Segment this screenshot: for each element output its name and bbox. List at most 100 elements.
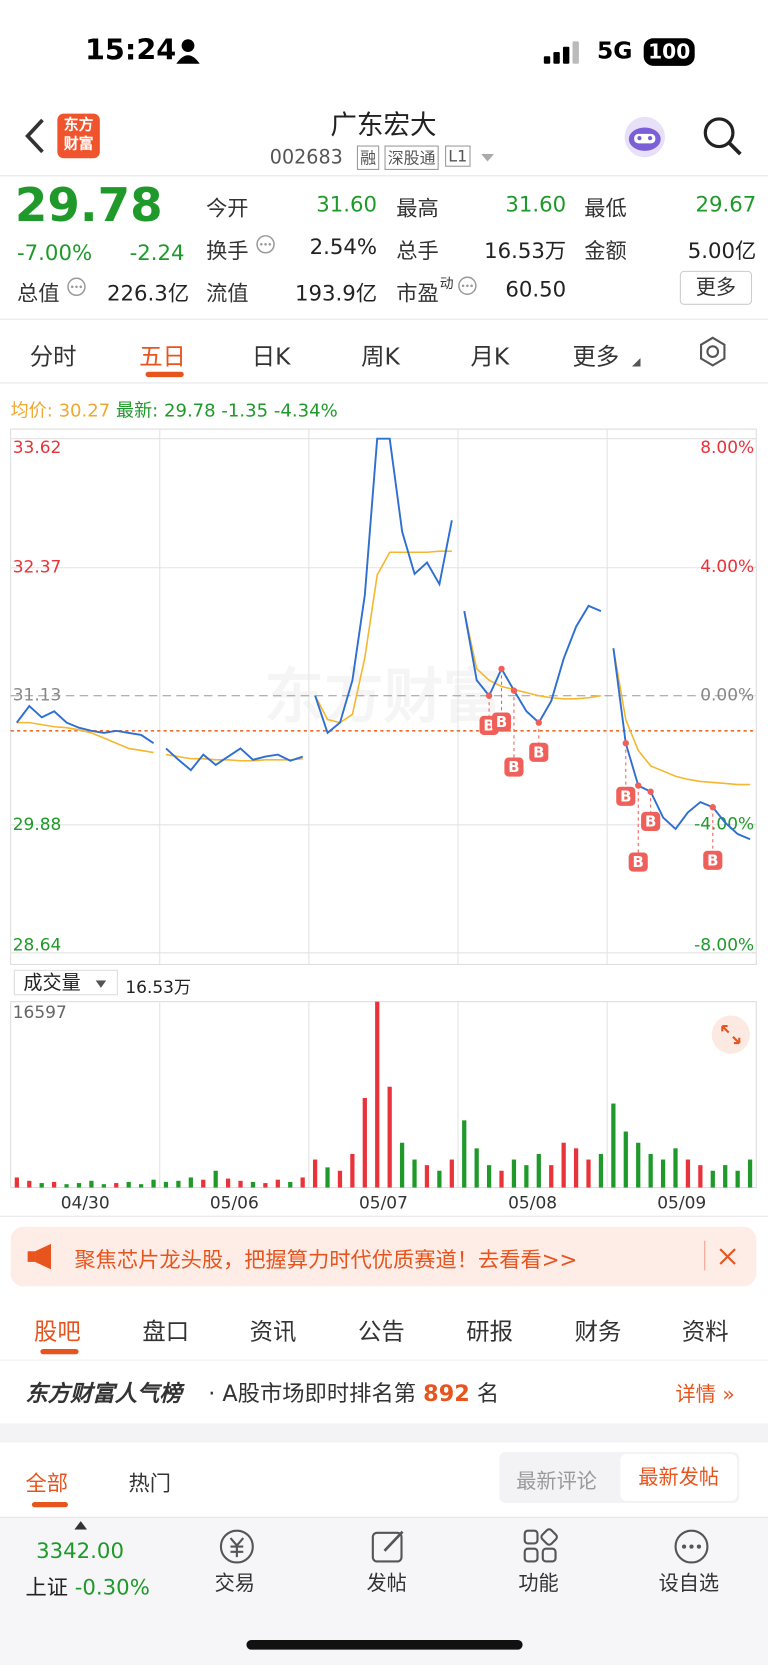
- volume-bar: [474, 1148, 479, 1188]
- chart-tab[interactable]: 周K: [361, 344, 400, 371]
- volume-tick-label: 16597: [13, 1003, 67, 1023]
- legend-label: 均价:: [10, 400, 53, 422]
- signal-badge: [491, 712, 512, 732]
- index-pct[interactable]: -0.30%: [74, 1574, 150, 1600]
- chart-tab[interactable]: 更多: [572, 344, 620, 371]
- volume-bar: [499, 1170, 504, 1188]
- legend-avg: 均价: 30.27 最新: 29.78 -1.35 -4.34%: [10, 395, 338, 422]
- detail-label[interactable]: 详情: [675, 1382, 716, 1407]
- megaphone-icon: [27, 1243, 51, 1270]
- section-tab[interactable]: 研报: [466, 1319, 514, 1346]
- ranking-text: · A股市场即时排名第 892 名: [208, 1377, 499, 1409]
- banner-text[interactable]: 聚焦芯片龙头股，把握算力时代优质赛道！去看看>>: [74, 1247, 578, 1273]
- section-tab[interactable]: 盘口: [142, 1319, 190, 1346]
- volume-bar: [225, 1178, 231, 1188]
- volume-bar: [462, 1120, 467, 1188]
- info-icon[interactable]: [457, 275, 478, 296]
- nav-item[interactable]: 设自选: [658, 1572, 720, 1596]
- index-name[interactable]: 上证: [25, 1574, 68, 1600]
- signal-badge: [616, 786, 636, 806]
- feed-tab-active[interactable]: 全部: [25, 1470, 68, 1496]
- expand-button[interactable]: [710, 1013, 752, 1055]
- settings-icon[interactable]: [697, 336, 729, 368]
- divider: [0, 318, 768, 320]
- person-icon: [176, 39, 200, 64]
- x-tick-label: 05/07: [359, 1193, 408, 1213]
- price-frame: [10, 428, 757, 966]
- chart-tab[interactable]: 分时: [29, 344, 77, 371]
- volume-bar: [710, 1170, 715, 1188]
- assistant-icon[interactable]: [622, 115, 667, 160]
- banner[interactable]: [10, 1226, 757, 1287]
- volume-bar: [300, 1177, 305, 1188]
- y2-tick-label: -4.00%: [694, 814, 754, 834]
- volume-dropdown[interactable]: 成交量: [13, 969, 118, 996]
- search-icon[interactable]: [701, 115, 743, 157]
- section-tab-active[interactable]: 股吧: [33, 1319, 81, 1346]
- volume-total: 16.53万: [125, 977, 191, 998]
- stat-value: 5.00亿: [687, 237, 757, 264]
- chart-tab-active[interactable]: 五日: [139, 344, 186, 371]
- watchlist-icon[interactable]: [672, 1527, 710, 1565]
- volume-bar: [648, 1153, 653, 1188]
- volume-bar: [735, 1170, 740, 1188]
- volume-bar: [89, 1180, 94, 1188]
- index-row[interactable]: 上证 -0.30%: [25, 1570, 149, 1601]
- legend-value: 29.78: [163, 400, 216, 422]
- stock-code: 002683: [269, 146, 343, 169]
- section-tab[interactable]: 财务: [574, 1319, 622, 1346]
- volume-bar: [723, 1165, 728, 1188]
- volume-bar: [412, 1159, 417, 1188]
- dropdown-icon[interactable]: [480, 153, 495, 164]
- volume-bar: [163, 1181, 169, 1188]
- section-tab[interactable]: 资料: [681, 1319, 729, 1346]
- volume-bar: [325, 1167, 330, 1188]
- tab-indicator: [145, 371, 184, 378]
- chart-tab[interactable]: 日K: [251, 344, 291, 371]
- nav-item[interactable]: 发帖: [366, 1572, 407, 1596]
- sort-option[interactable]: 最新评论: [516, 1470, 597, 1494]
- volume-bar: [387, 1086, 392, 1188]
- sort-option-active[interactable]: 最新发帖: [620, 1454, 738, 1501]
- back-button[interactable]: [21, 117, 49, 155]
- section-tab[interactable]: 资讯: [249, 1319, 297, 1346]
- info-icon[interactable]: [66, 276, 87, 297]
- volume-bar: [549, 1165, 554, 1188]
- signal-point: [622, 740, 629, 747]
- nav-item[interactable]: 交易: [214, 1572, 255, 1596]
- feed-tab[interactable]: 热门: [128, 1470, 172, 1496]
- close-button[interactable]: [718, 1247, 737, 1266]
- divider: [0, 175, 768, 177]
- post-icon[interactable]: [370, 1527, 408, 1565]
- signal-badge: [628, 852, 648, 872]
- volume-bar: [263, 1183, 268, 1188]
- section-tab[interactable]: 公告: [357, 1319, 405, 1346]
- info-icon[interactable]: [255, 234, 276, 255]
- stat-value: 226.3亿: [107, 280, 190, 306]
- legend-change: -1.35: [221, 400, 269, 422]
- ranking-rank: 892: [423, 1380, 470, 1407]
- nav-item[interactable]: 功能: [518, 1572, 559, 1596]
- volume-bar: [176, 1180, 181, 1188]
- index-value[interactable]: 3342.00: [36, 1538, 124, 1564]
- volume-bar: [27, 1180, 32, 1188]
- chart-tab[interactable]: 月K: [470, 344, 510, 371]
- signal-point: [498, 665, 505, 673]
- stat-label: 换手: [206, 237, 249, 264]
- chart: 东方财富 33.62 32.37 31.13 29.88 28.64 8.00% 4.00% 0…: [0, 428, 768, 1217]
- volume-bar: [39, 1183, 44, 1188]
- more-button[interactable]: 更多: [679, 270, 753, 305]
- logo[interactable]: 东方 财富: [57, 113, 100, 159]
- stat-label: 今开: [206, 195, 249, 221]
- trade-icon[interactable]: [218, 1527, 256, 1565]
- y2-tick-label: -8.00%: [694, 936, 754, 956]
- ranking-detail[interactable]: 详情 »: [675, 1382, 735, 1407]
- signal-badge: [641, 811, 661, 832]
- price-change: -2.24: [129, 240, 185, 266]
- signal-label: B: [707, 851, 718, 869]
- volume-frame: [10, 1001, 757, 1189]
- volume-bar: [611, 1103, 616, 1188]
- stat-label: 金额: [584, 237, 627, 264]
- signal-label: B: [645, 813, 656, 831]
- function-icon[interactable]: [522, 1527, 560, 1565]
